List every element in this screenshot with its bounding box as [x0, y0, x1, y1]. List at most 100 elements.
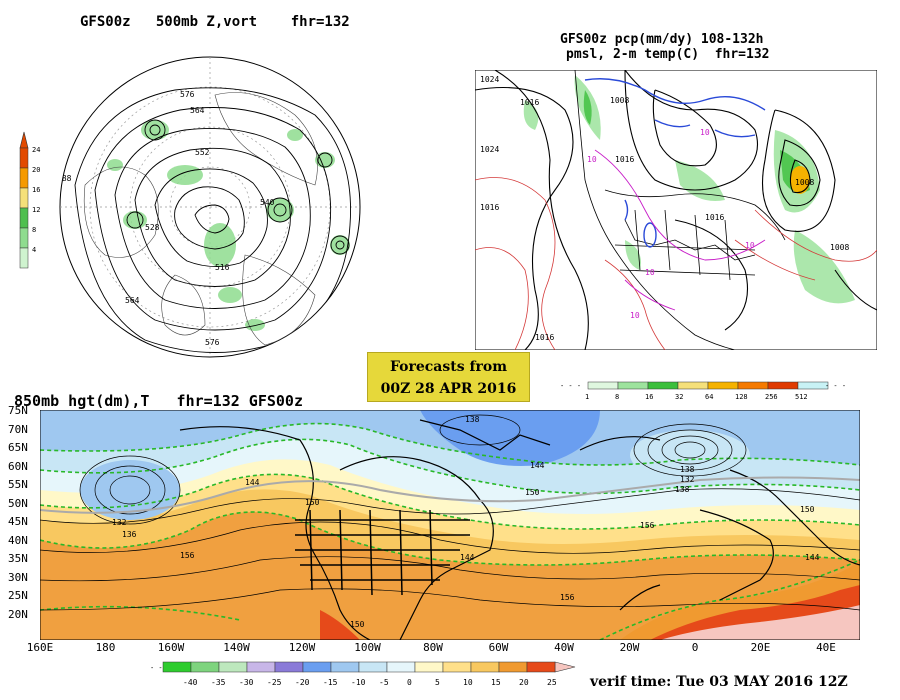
colorbar-label: 8 [32, 226, 36, 234]
colorbar-cell [358, 661, 388, 673]
contour-label: 576 [205, 338, 220, 347]
colorbar-label: 32 [675, 393, 683, 401]
lat-label: 65N [8, 441, 28, 454]
colorbar-cell [767, 381, 799, 390]
colorbar-label: 25 [547, 678, 557, 687]
colorbar-cell [302, 661, 332, 673]
height-label: 132 [112, 518, 127, 527]
colorbar-cell [797, 381, 829, 390]
colorbar-cell [19, 247, 29, 269]
height-label: 150 [800, 505, 815, 514]
lon-label: 160E [26, 641, 54, 654]
colorbar-label: -40 [183, 678, 198, 687]
height-label: 136 [122, 530, 137, 539]
lat-label: 60N [8, 459, 28, 473]
lon-label: 80W [423, 641, 443, 654]
colorbar-cell [617, 381, 649, 390]
isobar-label: 1008 [610, 96, 629, 105]
height-label: 138 [675, 485, 690, 494]
colorbar-cell [218, 661, 248, 673]
lat-label: 40N [8, 533, 28, 547]
pcp-colorbar: 1 8 16 32 64 128 256 512 - - - - - - [560, 381, 846, 401]
temp-label: 10 [700, 128, 710, 137]
isobar-label: 1024 [480, 75, 499, 84]
isobar-label: 1008 [830, 243, 849, 252]
colorbar-cell [442, 661, 472, 673]
panel-500mb-title: GFS00z 500mb Z,vort fhr=132 [80, 14, 350, 30]
lon-label: 160W [157, 641, 185, 654]
lon-label: 20W [619, 641, 640, 654]
lat-label: 70N [8, 422, 28, 436]
isobar-label: 1024 [480, 145, 499, 154]
contour-label: 576 [180, 90, 195, 99]
height-label: 138 [465, 415, 480, 424]
svg-text:- -: - - [150, 664, 163, 672]
colorbar-cell [19, 187, 29, 209]
colorbar-label: 256 [765, 393, 778, 401]
height-label: 156 [640, 521, 655, 530]
height-label: 156 [180, 551, 195, 560]
forecast-init-line1: Forecasts from [389, 359, 508, 375]
colorbar-cell [647, 381, 679, 390]
vort-colorbar: 24 20 16 12 8 4 [19, 131, 40, 269]
colorbar-cell [19, 147, 29, 169]
temp-label: 10 [630, 311, 640, 320]
colorbar-label: 4 [32, 246, 36, 254]
colorbar-cell [587, 381, 619, 390]
height-label: 132 [680, 475, 695, 484]
height-label: 156 [560, 593, 575, 602]
forecast-init-box: Forecasts from 00Z 28 APR 2016 [367, 352, 530, 402]
colorbar-label: 15 [491, 678, 501, 687]
isobar-label: 1016 [535, 333, 554, 342]
colorbar-cell [19, 167, 29, 189]
contour-label: 552 [195, 148, 210, 157]
lon-label: 140W [223, 641, 250, 654]
colorbar-label: 64 [705, 393, 713, 401]
colorbar-label: 128 [735, 393, 748, 401]
contour-label: 528 [145, 223, 160, 232]
colorbar-label: 8 [615, 393, 619, 401]
colorbar-cell [707, 381, 739, 390]
svg-text:- - -: - - - [560, 382, 581, 390]
colorbar-label: 0 [407, 678, 412, 687]
temp-label: 10 [745, 241, 755, 250]
pcp-pmsl-map: 1016 1008 1024 1016 1008 1016 1024 1016 … [475, 70, 877, 350]
contour-label: 588 [170, 40, 185, 49]
panel-850mb-title: 850mb hgt(dm),T fhr=132 GFS00z [14, 392, 303, 410]
lon-label: 0 [691, 641, 699, 654]
contour-label: 540 [260, 198, 275, 207]
colorbar-cell [162, 661, 192, 673]
forecast-init-line2: 00Z 28 APR 2016 [380, 381, 517, 397]
height-label: 144 [245, 478, 260, 487]
lat-label: 50N [8, 496, 28, 510]
colorbar-label: -5 [379, 678, 389, 687]
colorbar-cell [414, 661, 444, 673]
temp-label: 10 [645, 268, 655, 277]
colorbar-arrow [19, 131, 29, 149]
verif-time: verif time: Tue 03 MAY 2016 12Z [590, 674, 848, 690]
colorbar-cell [470, 661, 500, 673]
colorbar-arrow [554, 661, 576, 673]
colorbar-cell [330, 661, 360, 673]
colorbar-label: -35 [211, 678, 226, 687]
contour-label: 564 [125, 296, 140, 305]
lon-label: 40E [816, 641, 836, 654]
svg-text:- - -: - - - [825, 382, 846, 390]
height-label: 150 [350, 620, 365, 629]
height-label: 138 [680, 465, 695, 474]
lat-label: 30N [8, 570, 28, 584]
height-label: 144 [530, 461, 545, 470]
contour-label: 588 [57, 174, 72, 183]
colorbar-cell [526, 661, 556, 673]
lat-label: 45N [8, 515, 28, 528]
lat-label: 35N [8, 552, 28, 565]
colorbar-cell [498, 661, 528, 673]
lon-label: 120W [288, 641, 316, 654]
panel-pcp-title-line2: pmsl, 2-m temp(C) fhr=132 [566, 47, 770, 62]
colorbar-cell [190, 661, 220, 673]
colorbar-cell [274, 661, 304, 673]
panel-pcp-title-line1: GFS00z pcp(mm/dy) 108-132h [560, 32, 764, 47]
colorbar-cell [677, 381, 709, 390]
colorbar-label: -30 [239, 678, 254, 687]
isobar-label: 1016 [705, 213, 724, 222]
